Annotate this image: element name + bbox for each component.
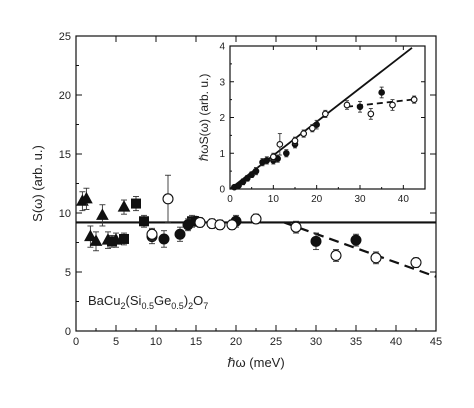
- main-x-tick-label: 5: [113, 336, 119, 348]
- inset-x-tick-label: 0: [227, 194, 233, 205]
- inset-y-tick-label: 3: [219, 77, 225, 88]
- triangle-marker: [96, 208, 109, 220]
- filled-circle-marker: [350, 234, 362, 246]
- main-x-axis-label: ℏω (meV): [227, 355, 284, 370]
- inset-y-tick-label: 2: [219, 113, 225, 124]
- inset-x-tick-label: 10: [268, 194, 280, 205]
- main-x-tick-label: 40: [390, 336, 402, 348]
- inset-x-tick-label: 40: [398, 194, 410, 205]
- open-circle-marker: [330, 249, 342, 262]
- inset-x-tick-label: 30: [354, 194, 366, 205]
- open-circle-marker: [343, 101, 351, 109]
- square-marker: [139, 216, 149, 227]
- open-circle-marker: [300, 130, 308, 137]
- triangle-marker: [84, 229, 97, 242]
- compound-subscript: 0.5: [141, 301, 154, 311]
- open-circle-marker: [410, 257, 422, 269]
- open-circle-marker: [321, 110, 329, 118]
- main-x-tick-label: 10: [150, 336, 162, 348]
- svg-text:BaCu2(Si0.5Ge0.5)2O7: BaCu2(Si0.5Ge0.5)2O7: [88, 293, 208, 311]
- compound-part: BaCu: [88, 293, 121, 308]
- main-x-tick-label: 25: [270, 336, 282, 348]
- main-x-tick-label: 15: [190, 336, 202, 348]
- compound-subscript: 2: [188, 301, 193, 311]
- compound-subscript: 2: [121, 301, 126, 311]
- main-x-tick-label: 35: [350, 336, 362, 348]
- filled-circle-marker: [283, 149, 290, 157]
- filled-circle-marker: [356, 103, 364, 111]
- inset-solid-fit-line: [229, 47, 413, 190]
- main-dashed-fit-line: [283, 221, 437, 278]
- open-circle-marker: [269, 153, 277, 161]
- main-x-tick-label: 0: [73, 336, 79, 348]
- filled-circle-marker: [263, 157, 271, 164]
- triangle-marker: [89, 234, 103, 246]
- open-circle-marker: [290, 221, 302, 233]
- inset-y-tick-label: 4: [219, 42, 225, 53]
- main-y-axis-label: S(ω) (arb. u.): [30, 145, 45, 222]
- open-circle-marker: [276, 140, 284, 148]
- open-circle-marker: [146, 228, 158, 240]
- filled-circle-marker: [174, 228, 186, 240]
- open-circle-marker: [226, 219, 238, 231]
- compound-subscript: 0.5: [171, 301, 184, 311]
- inset-plot: 0 10 20 30 40 0 1 2 3 4 ℏωS(ω) (arb. u.): [197, 42, 426, 205]
- filled-circle-marker: [378, 89, 385, 96]
- triangle-marker: [117, 200, 131, 212]
- open-circle-marker: [410, 96, 418, 103]
- square-marker: [107, 236, 117, 247]
- open-circle-marker: [370, 252, 382, 264]
- filled-circle-marker: [235, 182, 242, 189]
- open-circle-marker: [162, 193, 174, 205]
- compound-part: (Si: [126, 293, 142, 308]
- filled-circle-marker: [310, 235, 322, 247]
- open-circle-marker: [250, 213, 262, 225]
- triangle-marker: [80, 191, 93, 204]
- open-circle-marker: [194, 216, 206, 228]
- inset-plot-frame: [229, 45, 426, 190]
- compound-part: ): [184, 293, 188, 308]
- inset-y-tick-label: 1: [219, 149, 225, 160]
- filled-circle-marker: [158, 233, 170, 245]
- open-circle-marker: [367, 110, 375, 118]
- filled-circle-marker: [239, 178, 247, 186]
- filled-circle-marker: [244, 174, 251, 182]
- main-y-tick-label: 20: [59, 90, 71, 102]
- compound-annotation: BaCu2(Si0.5Ge0.5)2O7: [88, 293, 208, 311]
- inset-y-tick-label: 0: [219, 185, 225, 196]
- open-circle-marker: [308, 124, 316, 132]
- square-marker: [131, 198, 141, 209]
- open-circle-marker: [291, 137, 299, 145]
- main-y-tick-label: 10: [59, 208, 71, 220]
- main-x-tick-label: 30: [310, 336, 322, 348]
- inset-x-tick-label: 20: [311, 194, 323, 205]
- compound-part: O: [193, 293, 203, 308]
- square-marker: [119, 233, 129, 244]
- filled-circle-marker: [252, 167, 260, 175]
- main-x-tick-label: 45: [430, 336, 442, 348]
- main-y-tick-label: 0: [65, 326, 71, 338]
- main-x-tick-label: 20: [230, 336, 242, 348]
- main-y-tick-label: 5: [65, 267, 71, 279]
- compound-part: Ge: [154, 293, 171, 308]
- compound-subscript: 7: [203, 301, 208, 311]
- main-y-tick-label: 25: [59, 31, 71, 43]
- open-circle-marker: [389, 101, 396, 109]
- main-y-tick-label: 15: [59, 149, 71, 161]
- open-circle-marker: [214, 219, 226, 231]
- inset-y-axis-label: ℏωS(ω) (arb. u.): [197, 74, 211, 162]
